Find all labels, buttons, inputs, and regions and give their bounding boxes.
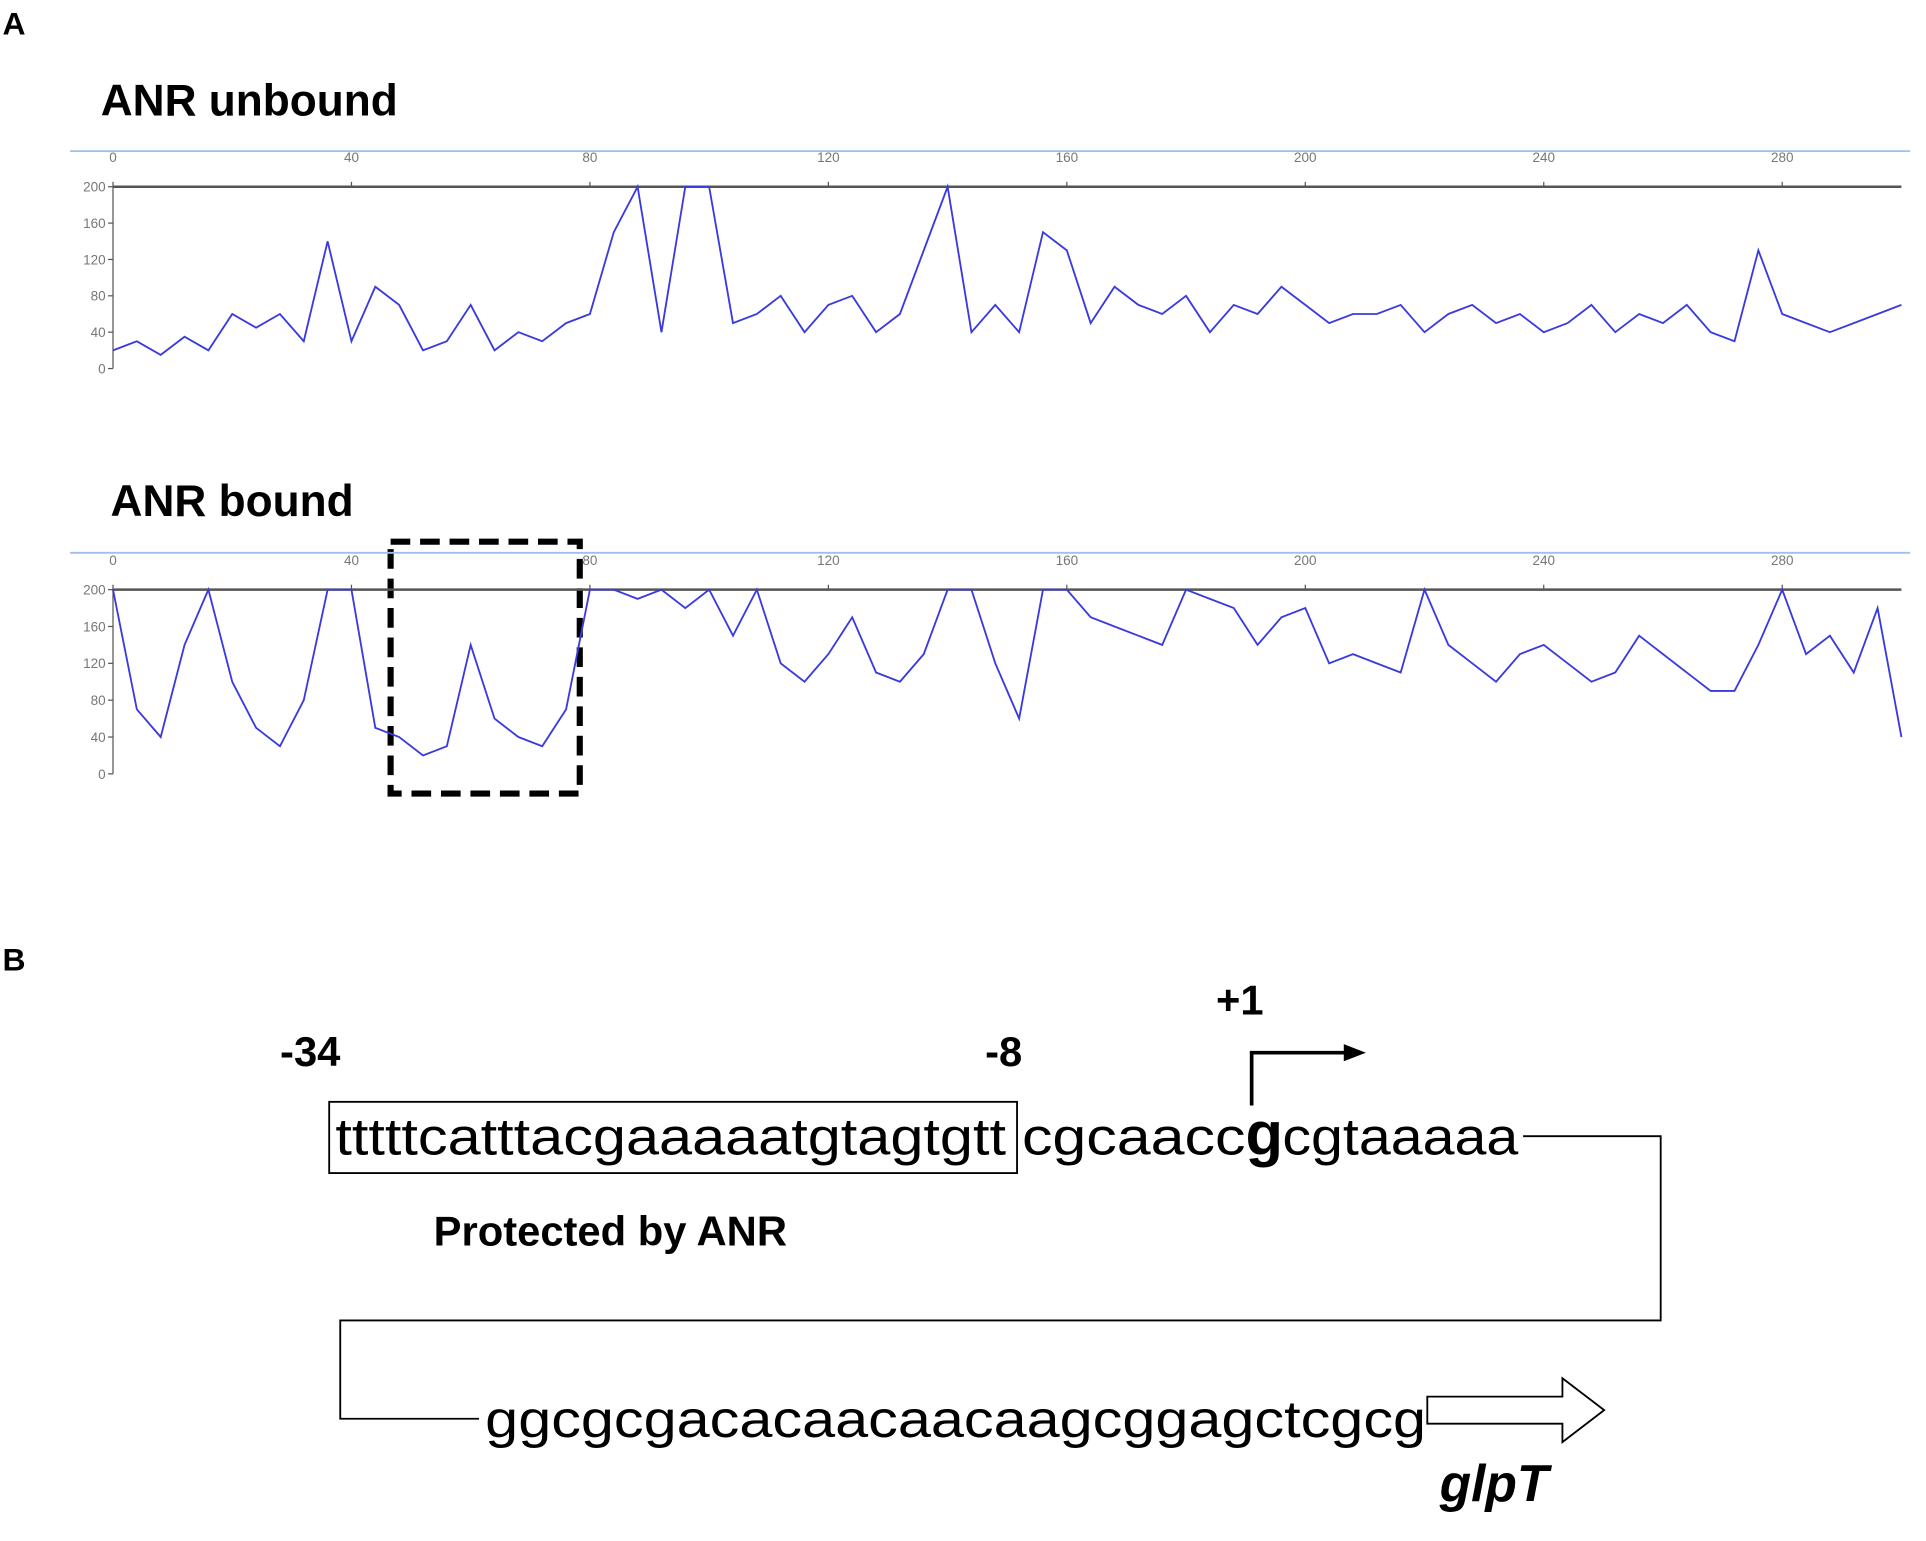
- x-tick-label: 240: [1532, 150, 1555, 165]
- trace: [112, 586, 1903, 757]
- y-tick-label: 120: [83, 656, 106, 671]
- x-tick-label: 160: [1056, 150, 1079, 165]
- protected-label: Protected by ANR: [434, 1208, 787, 1255]
- position-label: -34: [280, 1028, 340, 1075]
- x-tick-label: 200: [1294, 553, 1317, 568]
- x-tick-label: 120: [817, 150, 840, 165]
- y-tick-label: 200: [83, 180, 106, 195]
- y-tick-label: 80: [91, 289, 106, 304]
- x-tick-label: 40: [344, 553, 359, 568]
- x-tick-label: 120: [817, 553, 840, 568]
- y-tick-label: 160: [83, 216, 106, 231]
- protected-region-box: [387, 538, 583, 797]
- chart-title: ANR unbound: [101, 77, 398, 126]
- y-tick-label: 40: [91, 730, 106, 745]
- gene-label: glpT: [1439, 1454, 1553, 1512]
- y-tick-label: 80: [91, 693, 106, 708]
- x-tick-label: 240: [1532, 553, 1555, 568]
- connector-line: [339, 1135, 1662, 1420]
- x-tick-label: 0: [109, 553, 117, 568]
- y-tick-label: 40: [91, 325, 106, 340]
- protected-box: [328, 1100, 1018, 1175]
- tss-base: g: [1246, 1100, 1284, 1169]
- x-tick-label: 160: [1056, 553, 1079, 568]
- x-tick-label: 40: [344, 150, 359, 165]
- x-tick-label: 280: [1771, 150, 1794, 165]
- panel-label: B: [2, 941, 25, 977]
- tss-arrowhead: [1343, 1044, 1366, 1062]
- trace: [112, 183, 1902, 357]
- panel-label: A: [2, 5, 25, 41]
- y-tick-label: 160: [83, 619, 106, 634]
- x-tick-label: 80: [582, 150, 597, 165]
- sequence: cgtaaaaa: [1282, 1108, 1518, 1166]
- x-tick-label: 0: [109, 150, 117, 165]
- gene-arrow: [1426, 1376, 1606, 1444]
- position-label: -8: [985, 1028, 1022, 1075]
- y-tick-label: 0: [98, 361, 106, 376]
- position-label: +1: [1216, 977, 1264, 1024]
- x-tick-label: 280: [1771, 553, 1794, 568]
- y-tick-label: 0: [98, 767, 106, 782]
- sequence: cgcaacc: [1022, 1108, 1246, 1166]
- x-tick-label: 80: [582, 553, 597, 568]
- chart-title: ANR bound: [111, 477, 354, 526]
- tss-arrow: [1249, 1050, 1349, 1106]
- sequence: tttttcatttacgaaaaatgtagtgtt: [335, 1108, 1006, 1166]
- x-tick-label: 200: [1294, 150, 1317, 165]
- sequence: ggcgcgacacaacaacaagcggagctcgcg: [485, 1390, 1426, 1448]
- y-tick-label: 200: [83, 583, 106, 598]
- y-tick-label: 120: [83, 252, 106, 267]
